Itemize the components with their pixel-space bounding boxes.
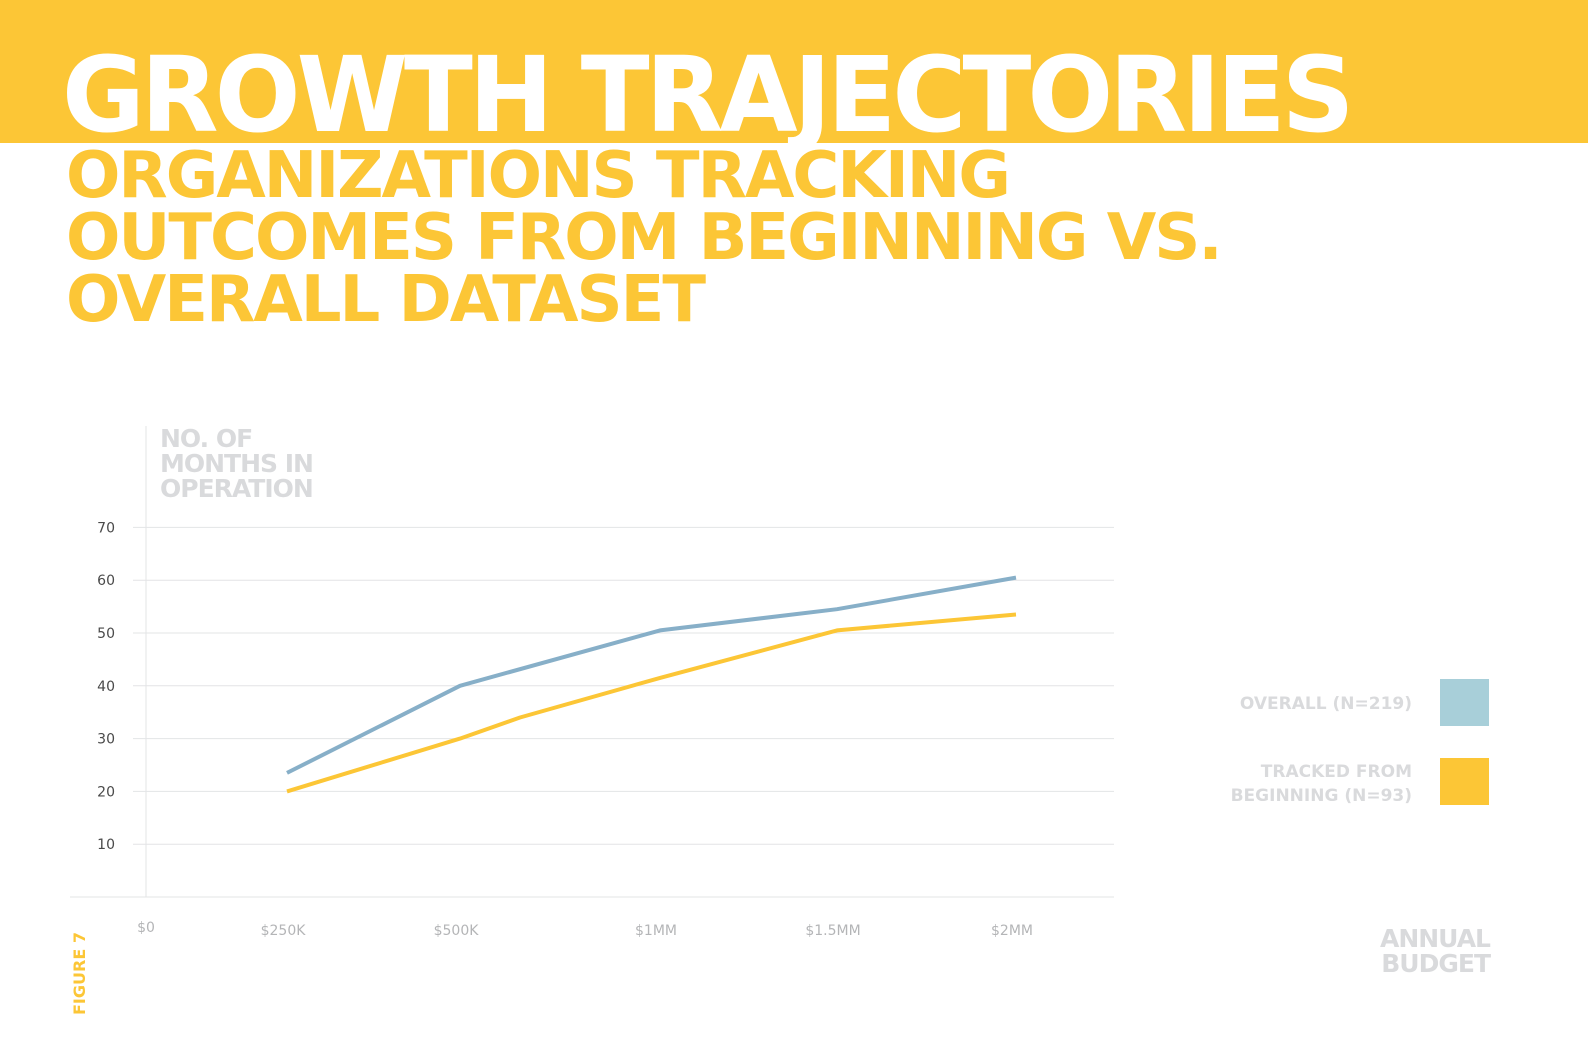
- figure-label: FIGURE 7: [70, 932, 89, 1015]
- subtitle-line-3: OVERALL DATASET: [66, 263, 706, 337]
- x-tick-label-1: $250K: [261, 923, 307, 939]
- y-tick-label-60: 60: [97, 573, 115, 589]
- subtitle-line-1: ORGANIZATIONS TRACKING: [66, 139, 1011, 213]
- header-band: [0, 0, 1588, 143]
- x-tick-label-2: $500K: [434, 923, 480, 939]
- legend-label-tracked-line-2: BEGINNING (N=93): [1230, 786, 1412, 806]
- y-tick-label-10: 10: [97, 837, 115, 853]
- x-tick-label-5: $2MM: [991, 923, 1033, 939]
- y-tick-label-70: 70: [97, 520, 115, 536]
- legend-label-tracked-line-1: TRACKED FROM: [1260, 762, 1412, 782]
- y-tick-label-30: 30: [97, 732, 115, 748]
- x-axis-title-line-2: BUDGET: [1381, 949, 1491, 978]
- chart-subtitle: ORGANIZATIONS TRACKING OUTCOMES FROM BEG…: [66, 139, 1223, 337]
- series-line-overall: [286, 575, 1017, 775]
- y-axis-title: NO. OF MONTHS IN OPERATION: [160, 424, 314, 503]
- y-tick-label-40: 40: [97, 679, 115, 695]
- x-tick-label-3: $1MM: [635, 923, 677, 939]
- y-axis-title-line-2: MONTHS IN: [160, 449, 314, 478]
- x-tick-label-0: $0: [137, 920, 155, 936]
- x-axis-title: ANNUAL BUDGET: [1379, 924, 1491, 978]
- legend-label-tracked: TRACKED FROM BEGINNING (N=93): [1152, 760, 1412, 808]
- y-tick-label-50: 50: [97, 626, 115, 642]
- y-tick-label-20: 20: [97, 784, 115, 800]
- legend-label-overall: OVERALL (N=219): [1239, 694, 1412, 714]
- x-tick-label-4: $1.5MM: [805, 923, 860, 939]
- y-axis-title-line-3: OPERATION: [160, 474, 314, 503]
- series-line-tracked: [286, 612, 1017, 794]
- subtitle-line-2: OUTCOMES FROM BEGINNING VS.: [66, 201, 1223, 275]
- x-axis-title-line-1: ANNUAL: [1379, 924, 1491, 953]
- page-title: GROWTH TRAJECTORIES: [62, 34, 1354, 156]
- legend-swatch-tracked: [1440, 758, 1489, 805]
- legend-swatch-overall: [1440, 679, 1489, 726]
- y-axis-title-line-1: NO. OF: [160, 424, 253, 453]
